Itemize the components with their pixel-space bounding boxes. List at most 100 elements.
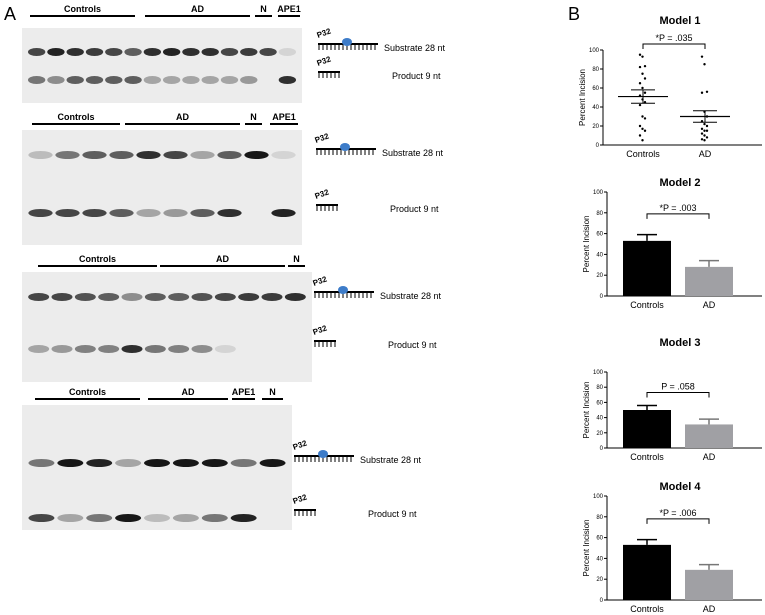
p32-label: P32	[316, 54, 333, 68]
y-tick-label: 20	[596, 273, 603, 279]
product-band	[55, 209, 80, 217]
product-label: Product 9 nt	[368, 509, 417, 519]
data-point	[700, 132, 704, 135]
substrate-band	[217, 151, 242, 159]
substrate-label: Substrate 28 nt	[380, 291, 442, 301]
substrate-band	[244, 151, 269, 159]
gel-image	[22, 405, 292, 530]
substrate-band	[144, 459, 170, 467]
substrate-band	[109, 151, 134, 159]
data-point	[705, 90, 709, 94]
product-band	[124, 76, 142, 84]
substrate-band	[191, 293, 213, 301]
data-point	[643, 64, 647, 68]
data-point	[638, 124, 642, 128]
y-tick-label: 80	[596, 385, 603, 391]
x-tick-label: Controls	[630, 300, 664, 310]
substrate-band	[82, 151, 107, 159]
substrate-band	[259, 459, 286, 467]
data-point	[638, 134, 642, 137]
lane-group-label: APE1	[232, 387, 256, 397]
lane-group-label: AD	[216, 254, 229, 264]
substrate-band	[57, 459, 84, 467]
data-point	[638, 65, 642, 69]
product-band	[27, 76, 46, 84]
substrate-band	[214, 293, 236, 301]
substrate-band	[259, 48, 277, 56]
product-band	[172, 514, 199, 522]
substrate-band	[86, 459, 113, 467]
product-band	[240, 76, 258, 84]
y-tick-label: 0	[600, 294, 604, 300]
y-tick-label: 40	[596, 252, 603, 258]
data-point	[700, 55, 704, 58]
product-label: Product 9 nt	[390, 204, 439, 214]
substrate-band	[55, 151, 80, 159]
data-point	[641, 127, 644, 131]
product-band	[74, 345, 96, 353]
product-label: Product 9 nt	[388, 340, 437, 350]
p32-label: P32	[316, 26, 333, 40]
chart-title: Model 3	[660, 337, 701, 349]
product-band	[201, 76, 219, 84]
bar-controls	[623, 240, 671, 296]
p32-label: P32	[292, 492, 309, 506]
lane-group-label: Controls	[64, 4, 101, 14]
product-band	[86, 514, 113, 522]
lane-group-label: N	[260, 4, 267, 14]
x-tick-label: Controls	[626, 149, 660, 159]
substrate-band	[220, 48, 239, 56]
data-point	[700, 138, 704, 141]
data-point	[700, 91, 704, 94]
substrate-band	[27, 48, 46, 56]
x-tick-label: AD	[703, 604, 716, 614]
data-point	[703, 129, 706, 132]
substrate-band	[28, 459, 55, 467]
product-band	[182, 76, 200, 84]
x-tick-label: AD	[703, 452, 716, 462]
product-band	[51, 345, 73, 353]
p32-label: P32	[314, 131, 331, 145]
substrate-band	[85, 48, 104, 56]
lesion-icon	[340, 143, 350, 151]
product-band	[201, 514, 228, 522]
p-value-annotation: *P = .006	[659, 508, 696, 518]
product-band	[105, 76, 123, 84]
substrate-band	[201, 48, 219, 56]
product-band	[28, 345, 50, 353]
lane-group-label: AD	[176, 112, 189, 122]
bar-controls	[623, 544, 671, 600]
substrate-band	[47, 48, 65, 56]
data-point	[638, 53, 642, 56]
lane-group-label: Controls	[69, 387, 106, 397]
data-point	[641, 139, 644, 142]
chart-title: Model 2	[660, 177, 701, 189]
product-band	[191, 345, 213, 353]
y-tick-label: 0	[600, 446, 604, 452]
bar-ad	[685, 424, 733, 448]
y-tick-label: 100	[593, 370, 604, 376]
product-band	[115, 514, 142, 522]
product-band	[162, 76, 181, 84]
chart-title: Model 1	[660, 15, 701, 27]
product-band	[214, 345, 236, 353]
substrate-band	[124, 48, 142, 56]
gel-image	[22, 130, 302, 245]
y-tick-label: 100	[593, 190, 604, 196]
product-band	[144, 345, 166, 353]
substrate-band	[168, 293, 190, 301]
y-axis-label: Percent Incision	[582, 216, 591, 273]
data-point	[703, 134, 706, 137]
data-point	[643, 91, 647, 94]
data-point	[638, 103, 642, 107]
lane-group-label: N	[250, 112, 257, 122]
bar-controls	[623, 410, 671, 448]
product-band	[143, 76, 162, 84]
y-tick-label: 40	[596, 556, 603, 562]
x-tick-label: AD	[703, 300, 716, 310]
product-band	[271, 209, 296, 217]
product-band	[230, 514, 257, 522]
y-tick-label: 60	[596, 232, 603, 238]
substrate-label: Substrate 28 nt	[360, 455, 422, 465]
lane-group-label: AD	[191, 4, 204, 14]
